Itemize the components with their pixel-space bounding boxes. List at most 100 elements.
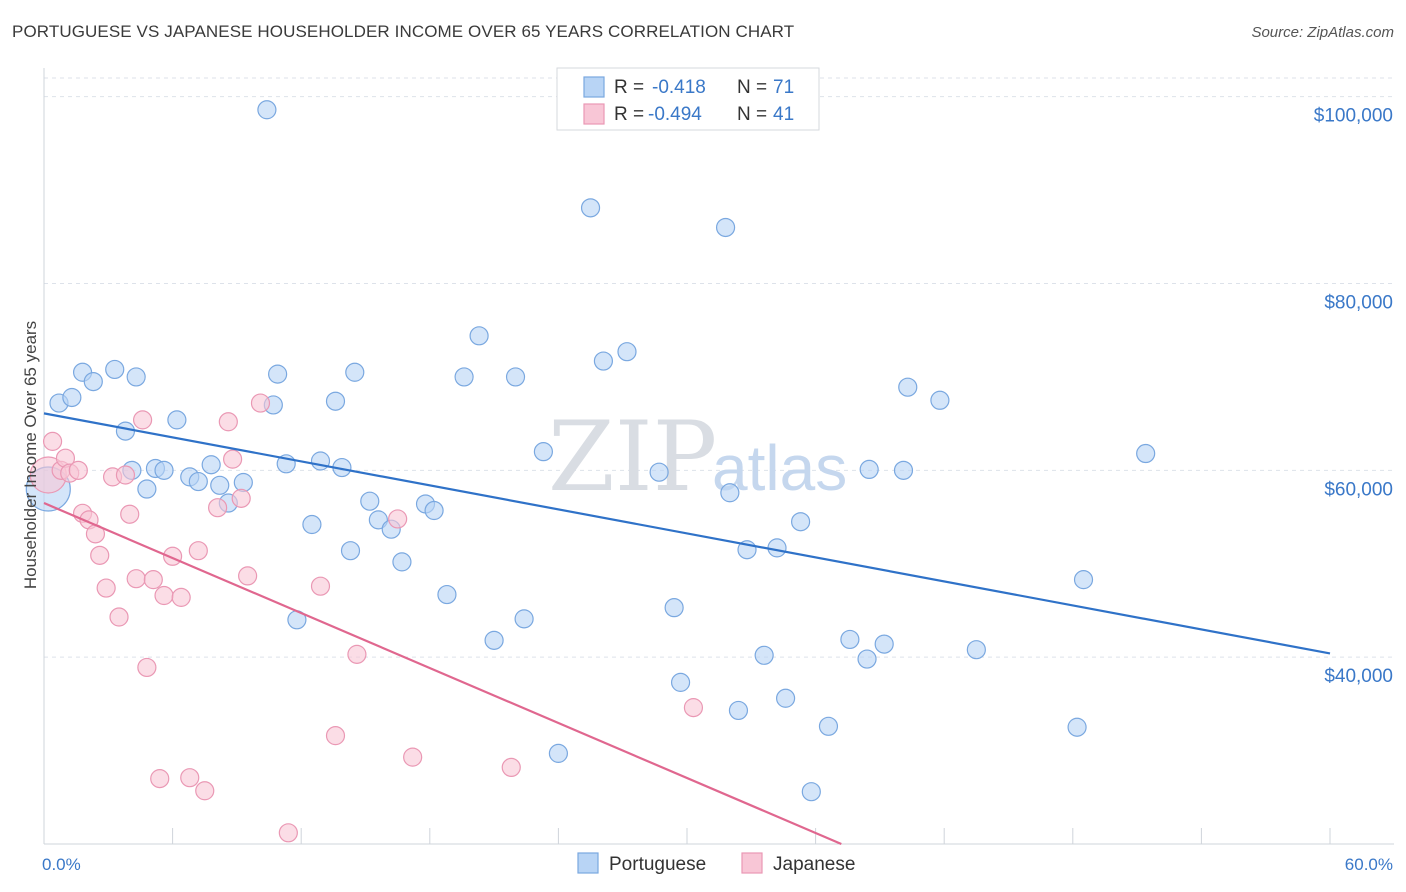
portuguese-point (670, 672, 691, 692)
portuguese-point (720, 483, 740, 503)
legend-r-label-japanese: R = (614, 104, 644, 125)
axes (43, 68, 1394, 845)
japanese-point (250, 393, 271, 413)
japanese-point (683, 698, 704, 718)
top-legend: R = -0.418 N = 71 R = -0.494 N = 41 (556, 67, 820, 131)
portuguese-point (801, 782, 821, 802)
bottom-legend-swatch-japanese (741, 852, 763, 874)
portuguese-point (767, 538, 787, 558)
japanese-point (150, 769, 170, 789)
portuguese-point (818, 716, 839, 736)
portuguese-point (1073, 570, 1094, 590)
portuguese-point (154, 460, 174, 480)
portuguese-point (437, 584, 457, 605)
portuguese-point (368, 510, 388, 530)
watermark-zip: ZIP (548, 401, 717, 513)
source-label: Source: ZipAtlas.com (1251, 24, 1394, 41)
y-tick-label: $100,000 (1314, 106, 1393, 127)
portuguese-point (83, 371, 103, 392)
portuguese-point (126, 367, 146, 387)
portuguese-point (840, 629, 860, 650)
japanese-point (231, 488, 251, 508)
portuguese-point (505, 367, 526, 387)
x-tick-labels: 0.0% 60.0% (42, 855, 1393, 874)
japanese-point (132, 410, 153, 430)
portuguese-point (310, 451, 331, 471)
portuguese-point (664, 598, 684, 618)
japanese-point (90, 545, 110, 565)
trend-lines (43, 412, 1331, 846)
japanese-point (347, 644, 367, 664)
portuguese-point (268, 364, 288, 384)
portuguese-point (966, 640, 986, 660)
japanese-trend-line (43, 502, 842, 846)
portuguese-point (859, 459, 879, 480)
y-tick-label: $80,000 (1324, 293, 1393, 314)
japanese-point (115, 465, 136, 485)
portuguese-point (1136, 443, 1156, 464)
portuguese-point (201, 455, 221, 475)
x-tick-label-max: 60.0% (1345, 855, 1393, 874)
japanese-point (238, 566, 258, 586)
portuguese-point (898, 377, 918, 397)
portuguese-point (115, 421, 136, 441)
portuguese-point (548, 743, 569, 763)
portuguese-point (257, 100, 277, 120)
legend-n-label-portuguese: N = (737, 77, 767, 98)
japanese-point (223, 449, 243, 469)
portuguese-point (137, 479, 157, 499)
portuguese-point (593, 351, 614, 371)
y-tick-label: $60,000 (1324, 479, 1393, 500)
portuguese-point (62, 387, 82, 408)
bottom-legend-japanese: Japanese (773, 854, 855, 875)
portuguese-point (790, 512, 811, 532)
y-tick-label: $40,000 (1324, 666, 1393, 687)
portuguese-point (210, 475, 230, 495)
japanese-point (96, 578, 116, 598)
portuguese-point (454, 367, 474, 387)
legend-swatch-japanese (583, 103, 605, 125)
japanese-point (388, 509, 408, 529)
japanese-point (109, 607, 129, 627)
portuguese-point (340, 541, 361, 561)
japanese-point (501, 757, 521, 778)
bottom-legend: Portuguese Japanese (577, 852, 855, 875)
portuguese-point (188, 471, 208, 492)
portuguese-point (754, 645, 774, 665)
x-tick-label-min: 0.0% (42, 855, 81, 874)
japanese-point (154, 585, 174, 606)
japanese-point (188, 541, 208, 561)
legend-r-label-portuguese: R = (614, 77, 644, 98)
portuguese-point (392, 552, 412, 572)
japanese-point (310, 576, 331, 596)
portuguese-point (775, 688, 796, 708)
portuguese-point (302, 514, 322, 535)
portuguese-point (360, 491, 380, 511)
portuguese-point (893, 460, 914, 480)
portuguese-point (345, 362, 365, 382)
portuguese-point (874, 634, 894, 654)
portuguese-trend-line (43, 412, 1331, 655)
portuguese-point (857, 649, 877, 669)
japanese-point (171, 587, 191, 607)
legend-r-value-portuguese: -0.418 (652, 77, 706, 98)
legend-n-value-portuguese: 71 (773, 77, 794, 98)
portuguese-point (514, 609, 534, 629)
portuguese-point (930, 390, 950, 410)
portuguese-point (325, 391, 346, 411)
japanese-point (42, 431, 63, 451)
chart-title: PORTUGUESE VS JAPANESE HOUSEHOLDER INCOM… (12, 22, 795, 41)
japanese-point (143, 570, 163, 590)
japanese-point (325, 726, 346, 746)
japanese-point (195, 781, 215, 801)
portuguese-point (484, 630, 504, 650)
japanese-point (218, 412, 238, 432)
japanese-point (120, 504, 140, 524)
japanese-points (29, 393, 704, 843)
portuguese-point (105, 359, 125, 380)
portuguese-point (533, 442, 553, 462)
japanese-point (137, 657, 157, 678)
y-axis-label: Householder Income Over 65 years (21, 321, 40, 589)
japanese-point (126, 569, 146, 589)
japanese-point (68, 460, 88, 480)
